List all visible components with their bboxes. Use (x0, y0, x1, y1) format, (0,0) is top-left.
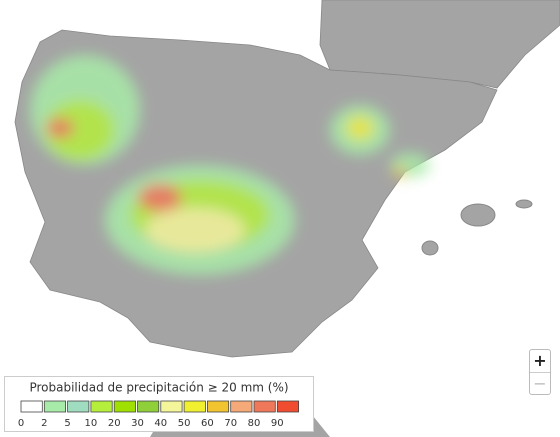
zoom-control: + − (529, 349, 551, 395)
legend-swatch (253, 400, 276, 413)
legend-swatch (43, 400, 66, 413)
zoom-out[interactable]: − (533, 374, 547, 393)
ibiza (421, 240, 439, 256)
legend-swatch (20, 400, 43, 413)
legend-swatch (230, 400, 253, 413)
menorca (515, 199, 533, 209)
legend-tick-label: 0 (18, 418, 24, 429)
logo: aemet (489, 400, 546, 419)
legend-swatch (67, 400, 90, 413)
legend: Probabilidad de precipitación ≥ 20 mm (%… (4, 376, 314, 432)
precip-shading (30, 55, 430, 275)
legend-scale: Probabilidad de precipitación ≥ 20 mm (%… (18, 381, 299, 429)
legend-tick-label: 50 (178, 418, 191, 429)
legend-tick-label: 60 (201, 418, 214, 429)
mallorca (460, 203, 496, 227)
legend-swatch (90, 400, 113, 413)
legend-swatch (183, 400, 206, 413)
legend-tick-label: 70 (224, 418, 237, 429)
legend-swatch (137, 400, 160, 413)
legend-tick-label: 80 (248, 418, 261, 429)
legend-swatch (276, 400, 299, 413)
legend-tick-label: 20 (108, 418, 121, 429)
legend-tick-label: 90 (271, 418, 284, 429)
legend-tick-label: 2 (41, 418, 47, 429)
legend-tick-label: 40 (154, 418, 167, 429)
legend-tick-label: 10 (85, 418, 98, 429)
legend-title: Probabilidad de precipitación ≥ 20 mm (%… (29, 381, 288, 395)
zoom-in[interactable]: + (530, 350, 550, 373)
legend-swatch (160, 400, 183, 413)
legend-swatch (113, 400, 136, 413)
legend-swatch (206, 400, 230, 413)
legend-tick-label: 5 (64, 418, 70, 429)
legend-tick-label: 30 (131, 418, 144, 429)
